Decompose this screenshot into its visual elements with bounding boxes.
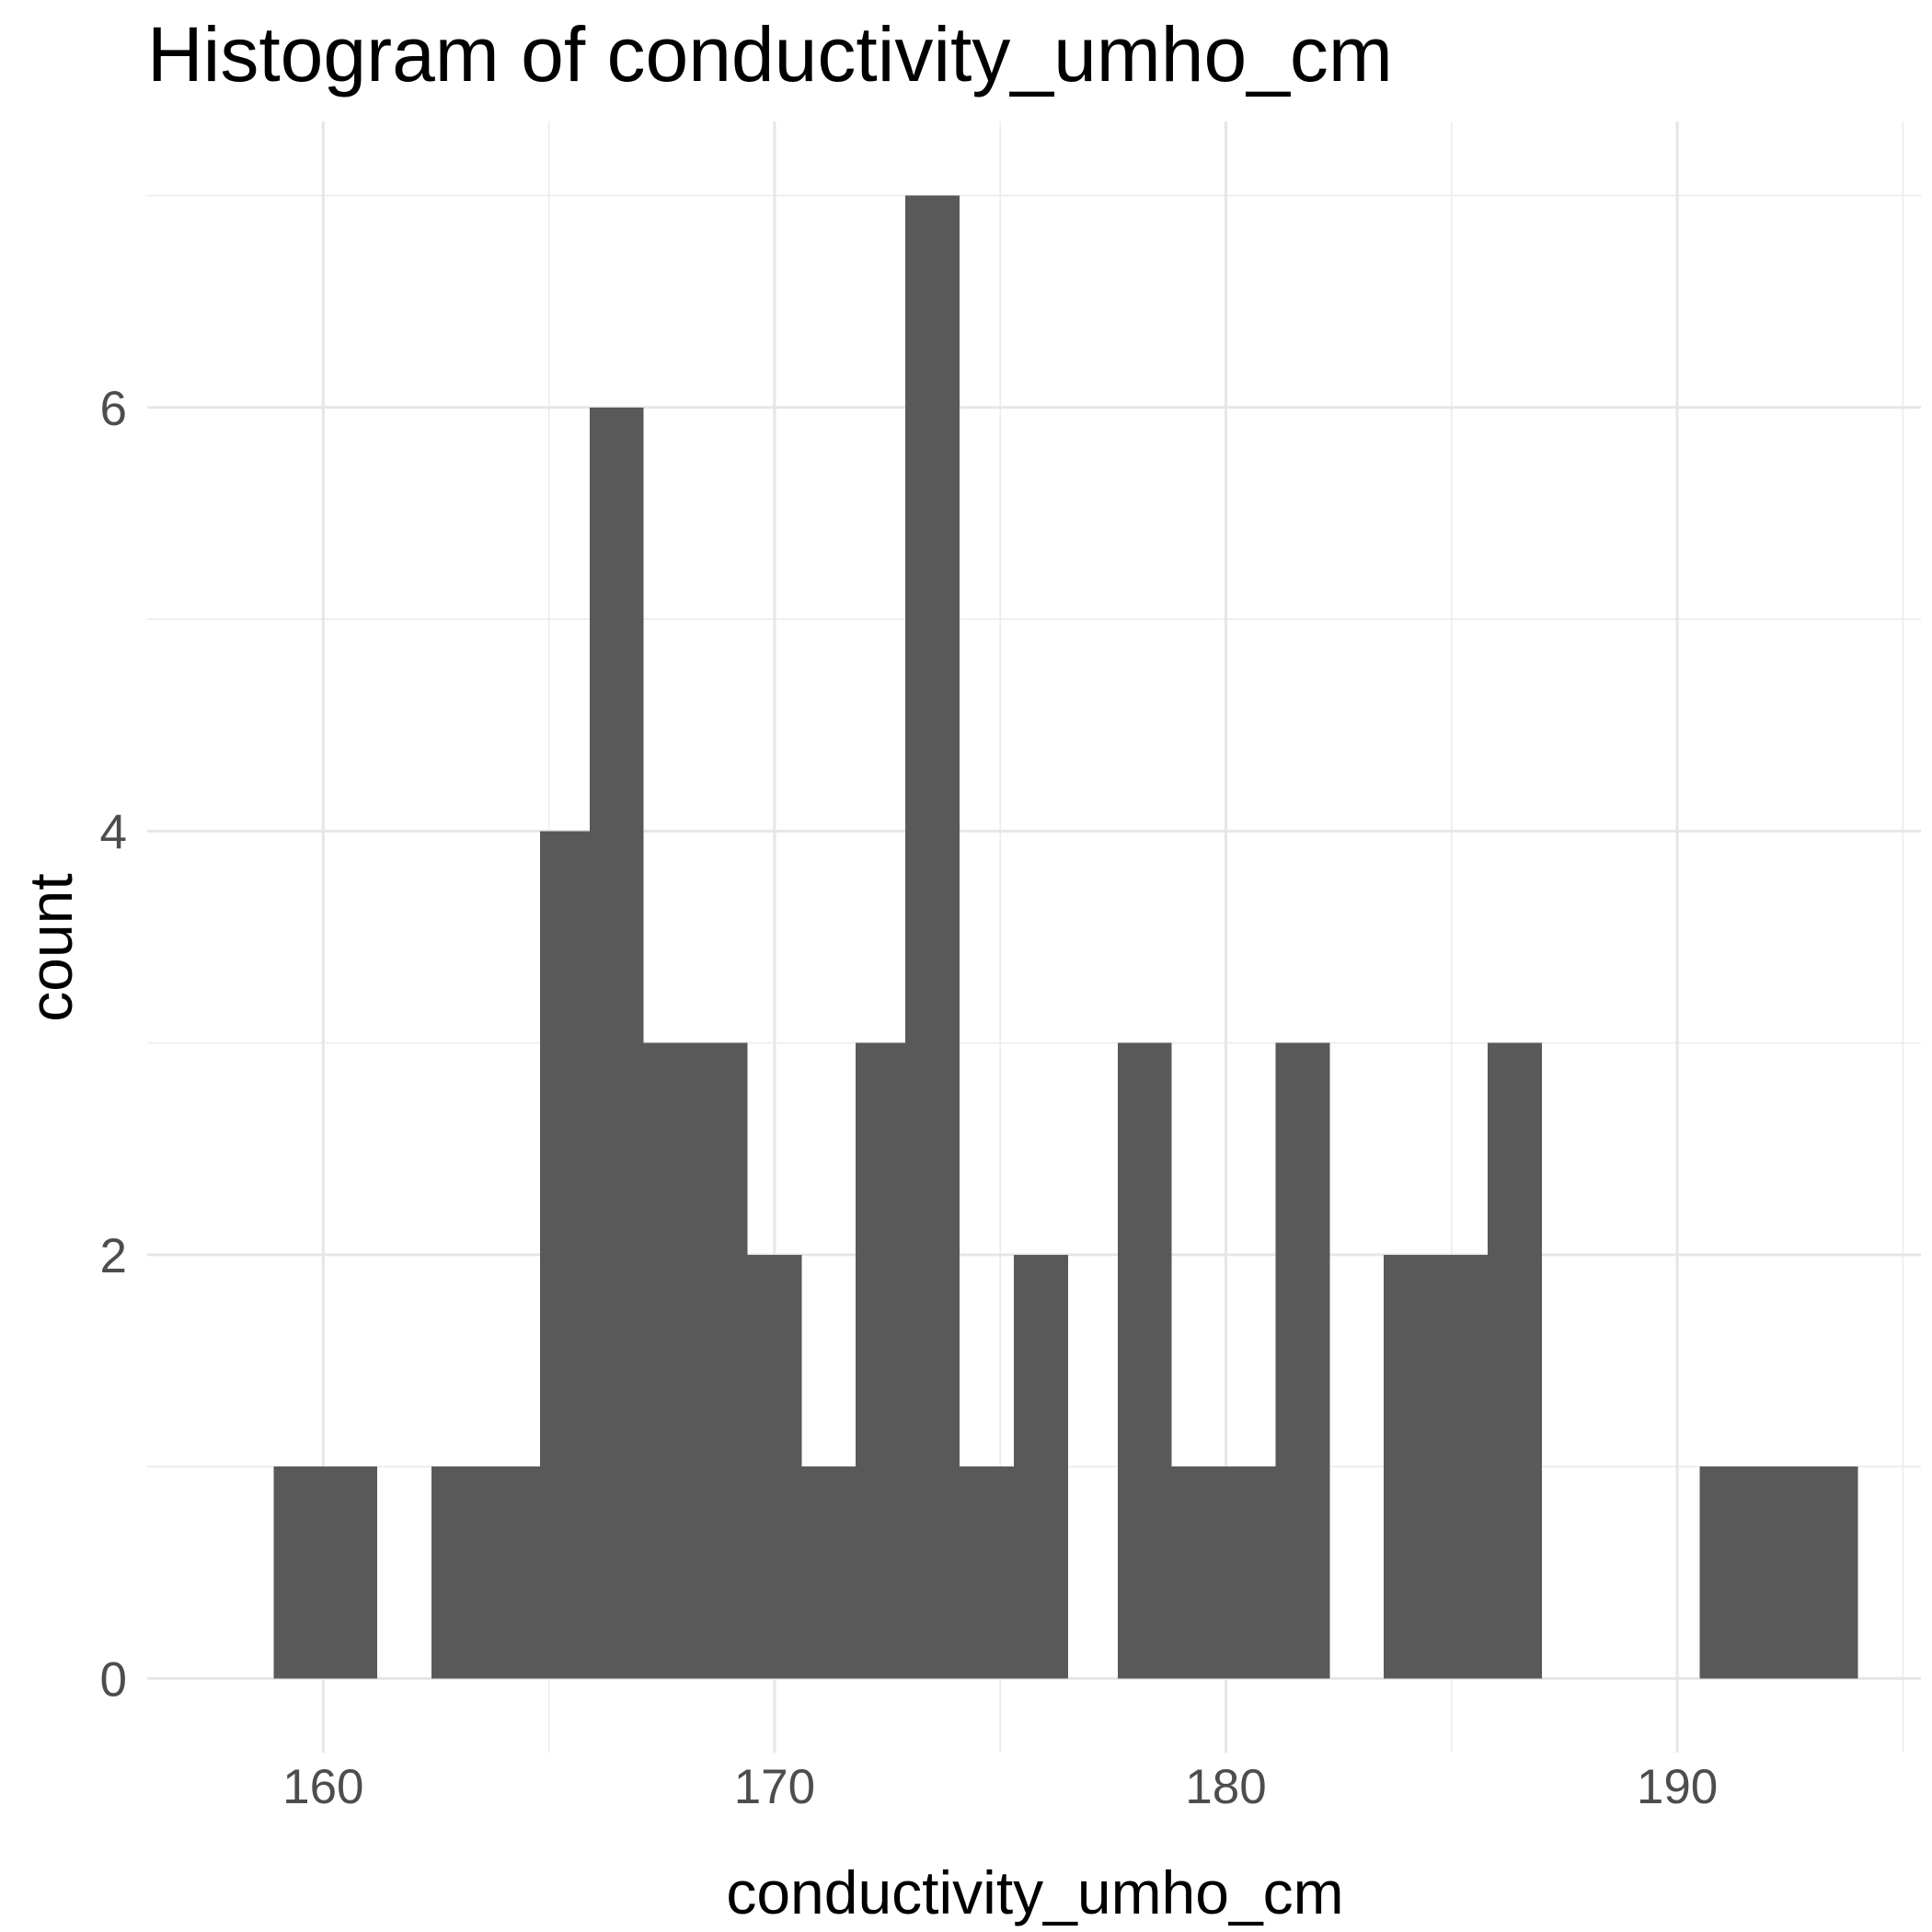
- x-tick-label: 160: [282, 1760, 363, 1814]
- y-tick-label: 4: [100, 805, 127, 859]
- histogram-bar: [1171, 1466, 1226, 1679]
- x-axis-title: conductivity_umho_cm: [726, 1858, 1343, 1926]
- histogram-bar: [1384, 1254, 1439, 1679]
- histogram-bar: [1803, 1466, 1858, 1679]
- y-axis-title: count: [17, 873, 85, 1021]
- histogram-bar: [1013, 1254, 1068, 1679]
- histogram-bar: [643, 1042, 698, 1679]
- y-tick-label: 2: [100, 1229, 127, 1283]
- x-tick-label: 170: [734, 1760, 815, 1814]
- bars-layer: [273, 195, 1858, 1679]
- x-tick-label: 180: [1185, 1760, 1266, 1814]
- histogram-bar: [960, 1466, 1014, 1679]
- histogram-bar: [856, 1042, 906, 1679]
- ticks-layer: 160 170 180 190 0 2 4 6: [100, 382, 1719, 1814]
- y-tick-label: 6: [100, 382, 127, 436]
- histogram-bar: [273, 1466, 328, 1679]
- histogram-bar: [539, 831, 590, 1679]
- x-tick-label: 190: [1637, 1760, 1718, 1814]
- y-tick-label: 0: [100, 1652, 127, 1707]
- histogram-bar: [485, 1466, 540, 1679]
- histogram-bar: [1754, 1466, 1804, 1679]
- histogram-bar: [1275, 1042, 1330, 1679]
- histogram-bar: [1117, 1042, 1172, 1679]
- histogram-bar: [1225, 1466, 1276, 1679]
- histogram-bar: [1488, 1042, 1542, 1679]
- histogram-bar: [589, 407, 644, 1679]
- chart-title: Histogram of conductivity_umho_cm: [147, 11, 1393, 98]
- histogram-bar: [697, 1042, 748, 1679]
- histogram-bar: [1438, 1254, 1489, 1679]
- histogram-bar: [1699, 1466, 1754, 1679]
- histogram-bar: [328, 1466, 378, 1679]
- histogram-bar: [431, 1466, 486, 1679]
- histogram-bar: [747, 1254, 802, 1679]
- histogram-bar: [801, 1466, 857, 1679]
- histogram-bar: [905, 195, 960, 1679]
